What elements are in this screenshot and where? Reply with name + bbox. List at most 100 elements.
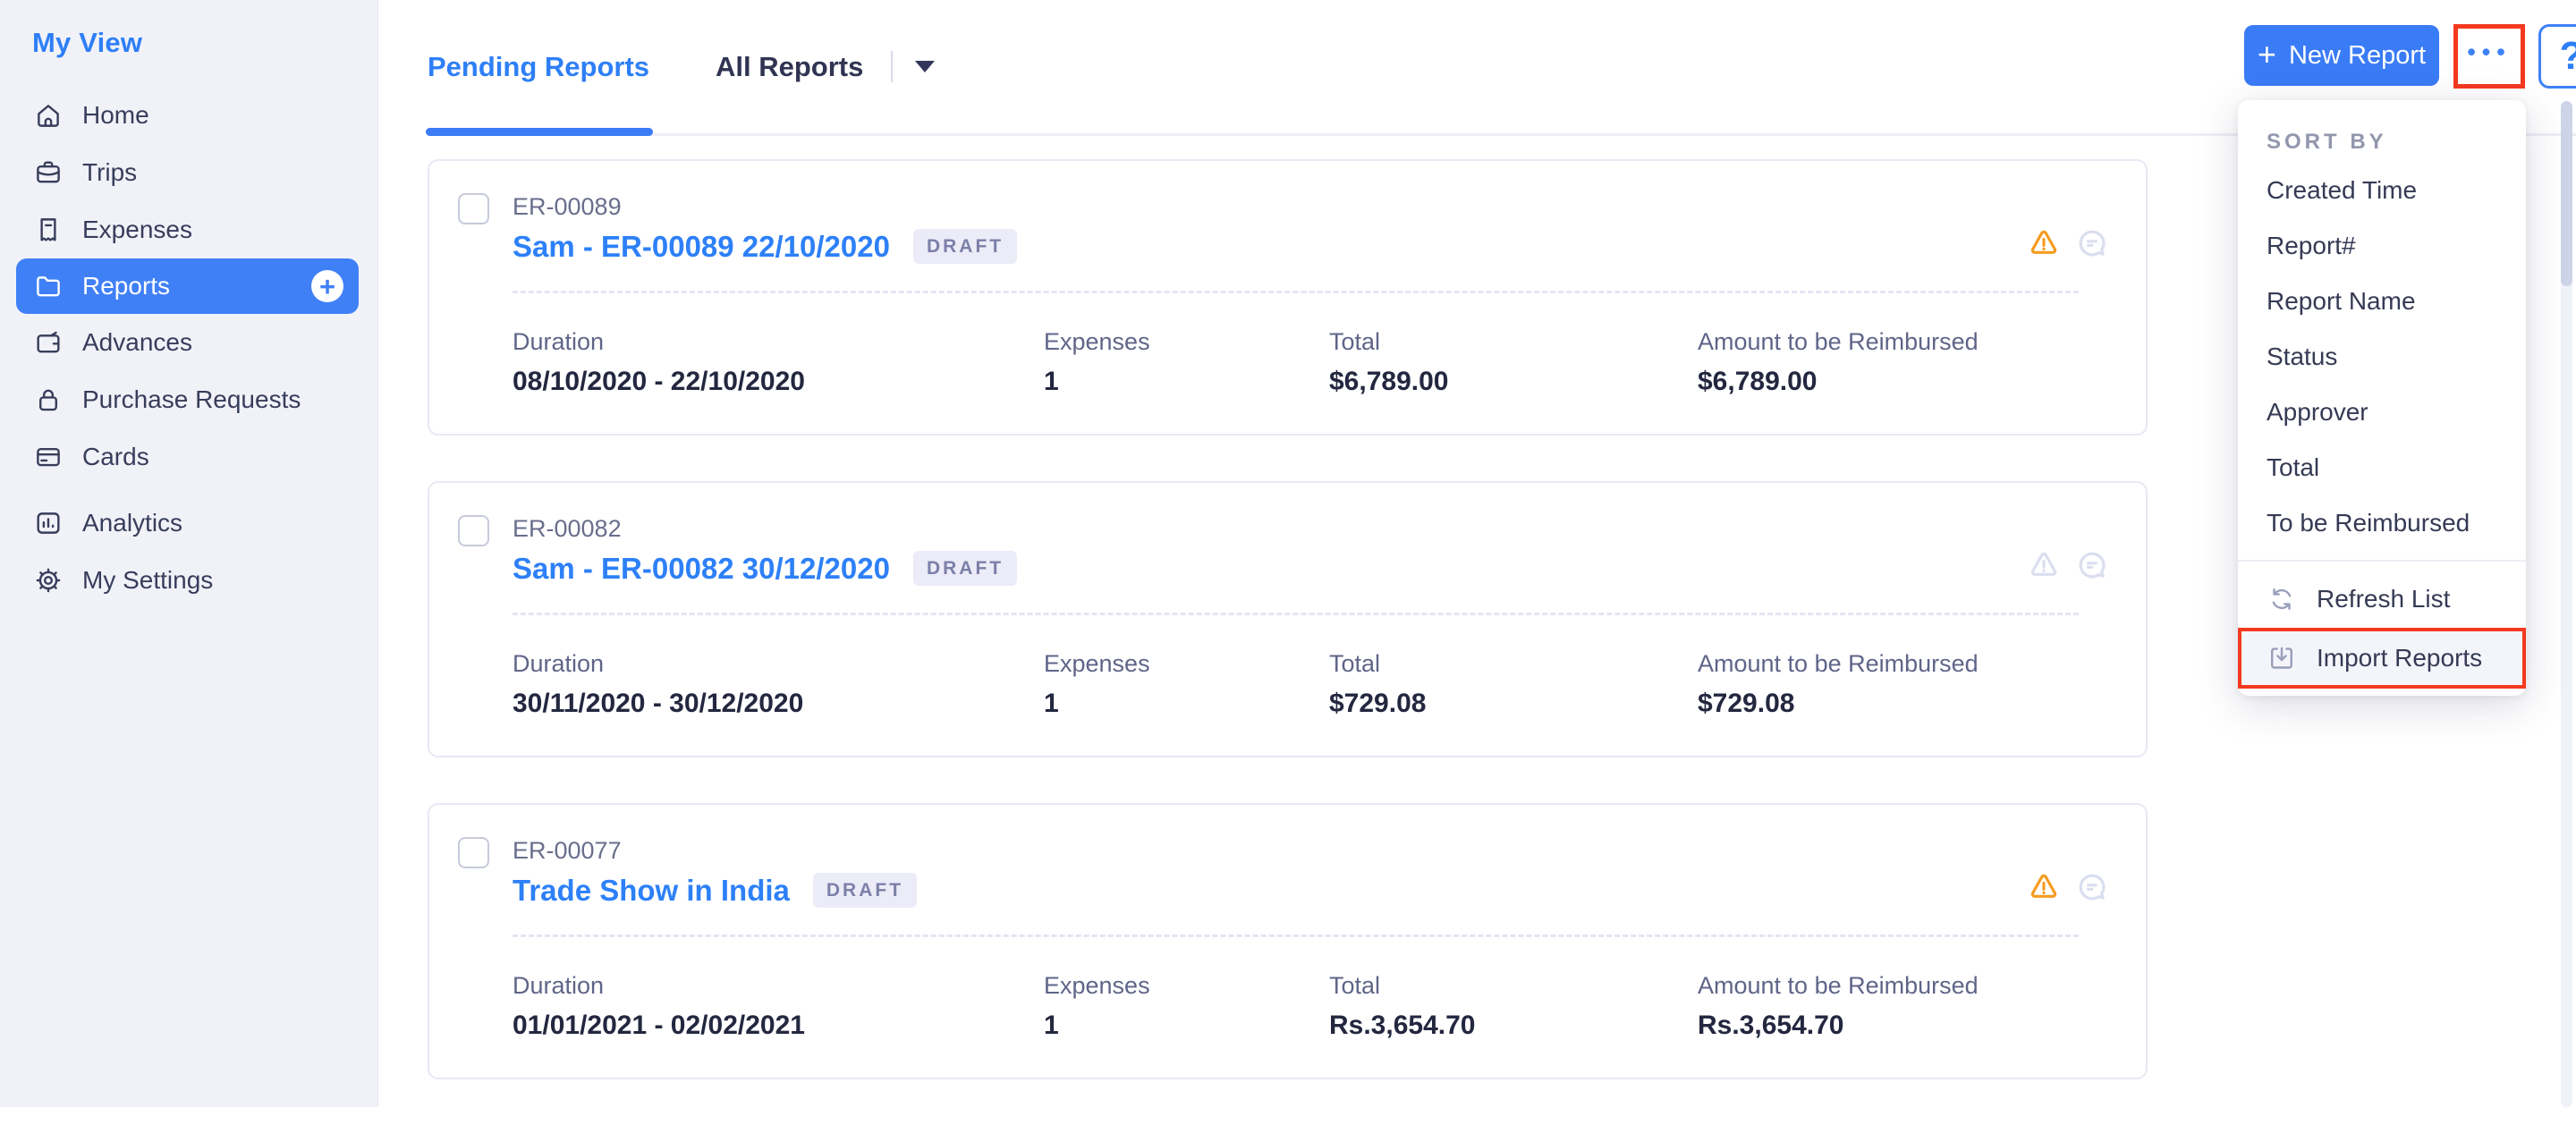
menu-item-refresh-list[interactable]: Refresh List bbox=[2238, 571, 2526, 628]
field-value: $6,789.00 bbox=[1329, 367, 1449, 396]
menu-item-label: Refresh List bbox=[2317, 585, 2451, 613]
field-total: Total Rs.3,654.70 bbox=[1329, 972, 1698, 1041]
field-label: Expenses bbox=[1044, 972, 1150, 999]
report-card: ER-00089 Sam - ER-00089 22/10/2020 DRAFT… bbox=[428, 159, 2148, 436]
field-label: Total bbox=[1329, 328, 1381, 355]
menu-item-report-name[interactable]: Report Name bbox=[2267, 287, 2416, 315]
field-label: Amount to be Reimbursed bbox=[1698, 650, 1979, 677]
sidebar-item-label: Purchase Requests bbox=[82, 385, 301, 413]
sidebar-title: My View bbox=[32, 27, 143, 58]
warning-icon[interactable] bbox=[2026, 869, 2062, 905]
cards-icon bbox=[33, 442, 64, 472]
reports-list: ER-00089 Sam - ER-00089 22/10/2020 DRAFT… bbox=[428, 159, 2148, 1125]
report-title-link[interactable]: Sam - ER-00089 22/10/2020 bbox=[513, 229, 890, 263]
sidebar-item-my-settings[interactable]: My Settings bbox=[0, 552, 377, 609]
sidebar-item-label: My Settings bbox=[82, 566, 214, 594]
card-divider bbox=[513, 291, 2079, 293]
sidebar-item-reports[interactable]: Reports + bbox=[16, 258, 359, 314]
status-badge: DRAFT bbox=[912, 551, 1018, 586]
report-number: ER-00089 bbox=[513, 193, 622, 220]
warning-icon[interactable] bbox=[2026, 225, 2062, 261]
field-label: Amount to be Reimbursed bbox=[1698, 328, 1979, 355]
purchase-requests-icon bbox=[33, 385, 64, 415]
tab-all-reports[interactable]: All Reports bbox=[716, 0, 863, 133]
menu-item-report-number[interactable]: Report# bbox=[2267, 232, 2356, 259]
expenses-icon bbox=[33, 215, 64, 245]
help-button[interactable]: ? bbox=[2538, 24, 2576, 89]
settings-icon bbox=[33, 565, 64, 596]
report-number: ER-00082 bbox=[513, 515, 622, 542]
field-value: 01/01/2021 - 02/02/2021 bbox=[513, 1011, 805, 1040]
menu-item-to-be-reimbursed[interactable]: To be Reimbursed bbox=[2267, 509, 2470, 537]
warning-icon[interactable] bbox=[2026, 547, 2062, 583]
question-mark-icon: ? bbox=[2560, 34, 2576, 79]
new-report-button[interactable]: + New Report bbox=[2244, 25, 2439, 86]
status-badge: DRAFT bbox=[912, 229, 1018, 264]
scrollbar-track[interactable] bbox=[2561, 101, 2572, 1107]
field-value: 1 bbox=[1044, 367, 1059, 396]
tab-divider bbox=[891, 51, 894, 82]
scrollbar-thumb[interactable] bbox=[2561, 101, 2572, 286]
field-value: $729.08 bbox=[1329, 689, 1427, 718]
field-value: $6,789.00 bbox=[1698, 367, 1818, 396]
menu-item-import-reports[interactable]: Import Reports bbox=[2238, 628, 2526, 689]
import-icon bbox=[2267, 643, 2297, 673]
sidebar-item-label: Analytics bbox=[82, 509, 183, 537]
report-card-icons bbox=[2026, 225, 2110, 261]
field-label: Total bbox=[1329, 650, 1381, 677]
field-total: Total $6,789.00 bbox=[1329, 328, 1698, 397]
field-value: $729.08 bbox=[1698, 689, 1795, 718]
chevron-down-icon[interactable] bbox=[915, 61, 936, 72]
sidebar-item-advances[interactable]: Advances bbox=[0, 314, 377, 371]
sort-menu: SORT BY Created Time Report# Report Name… bbox=[2238, 100, 2526, 696]
menu-item-approver[interactable]: Approver bbox=[2267, 398, 2368, 426]
field-label: Amount to be Reimbursed bbox=[1698, 972, 1979, 999]
field-label: Duration bbox=[513, 972, 605, 999]
field-reimbursed: Amount to be Reimbursed $6,789.00 bbox=[1698, 328, 2110, 397]
menu-item-created-time[interactable]: Created Time bbox=[2267, 176, 2418, 204]
field-reimbursed: Amount to be Reimbursed Rs.3,654.70 bbox=[1698, 972, 2110, 1041]
reports-icon bbox=[33, 271, 64, 301]
sidebar-item-purchase-requests[interactable]: Purchase Requests bbox=[0, 371, 377, 428]
sidebar-item-label: Home bbox=[82, 101, 149, 129]
report-card-icons bbox=[2026, 547, 2110, 583]
menu-divider bbox=[2238, 560, 2526, 562]
field-label: Duration bbox=[513, 328, 605, 355]
tab-pending-reports[interactable]: Pending Reports bbox=[425, 0, 654, 136]
comment-icon[interactable] bbox=[2074, 869, 2110, 905]
report-title-link[interactable]: Trade Show in India bbox=[513, 873, 790, 907]
menu-item-status[interactable]: Status bbox=[2267, 343, 2338, 370]
more-options-button[interactable]: ••• bbox=[2453, 24, 2525, 89]
sidebar-item-home[interactable]: Home bbox=[0, 87, 377, 144]
add-report-icon[interactable]: + bbox=[311, 270, 343, 302]
report-title-link[interactable]: Sam - ER-00082 30/12/2020 bbox=[513, 551, 890, 585]
plus-icon: + bbox=[2257, 35, 2276, 72]
field-label: Duration bbox=[513, 650, 605, 677]
sidebar-item-trips[interactable]: Trips bbox=[0, 144, 377, 201]
sidebar-item-cards[interactable]: Cards bbox=[0, 428, 377, 486]
menu-item-total[interactable]: Total bbox=[2267, 453, 2320, 481]
report-checkbox[interactable] bbox=[458, 837, 489, 868]
new-report-label: New Report bbox=[2288, 40, 2427, 70]
report-checkbox[interactable] bbox=[458, 193, 489, 224]
sidebar-item-label: Expenses bbox=[82, 216, 192, 243]
home-icon bbox=[33, 100, 64, 131]
field-label: Expenses bbox=[1044, 328, 1150, 355]
report-number: ER-00077 bbox=[513, 837, 622, 864]
report-card: ER-00082 Sam - ER-00082 30/12/2020 DRAFT… bbox=[428, 481, 2148, 757]
report-title-row: Sam - ER-00089 22/10/2020 DRAFT bbox=[513, 229, 1018, 264]
menu-item-label: Import Reports bbox=[2317, 644, 2483, 672]
comment-icon[interactable] bbox=[2074, 547, 2110, 583]
sidebar-item-label: Advances bbox=[82, 328, 192, 356]
refresh-icon bbox=[2267, 584, 2297, 614]
sidebar-item-label: Cards bbox=[82, 443, 149, 470]
field-duration: Duration 08/10/2020 - 22/10/2020 bbox=[513, 328, 1044, 397]
sidebar-item-expenses[interactable]: Expenses bbox=[0, 201, 377, 258]
field-label: Expenses bbox=[1044, 650, 1150, 677]
report-checkbox[interactable] bbox=[458, 515, 489, 546]
sidebar-item-analytics[interactable]: Analytics bbox=[0, 495, 377, 552]
report-fields: Duration 01/01/2021 - 02/02/2021 Expense… bbox=[513, 972, 2110, 1041]
comment-icon[interactable] bbox=[2074, 225, 2110, 261]
field-total: Total $729.08 bbox=[1329, 650, 1698, 719]
ellipsis-icon: ••• bbox=[2467, 38, 2512, 65]
